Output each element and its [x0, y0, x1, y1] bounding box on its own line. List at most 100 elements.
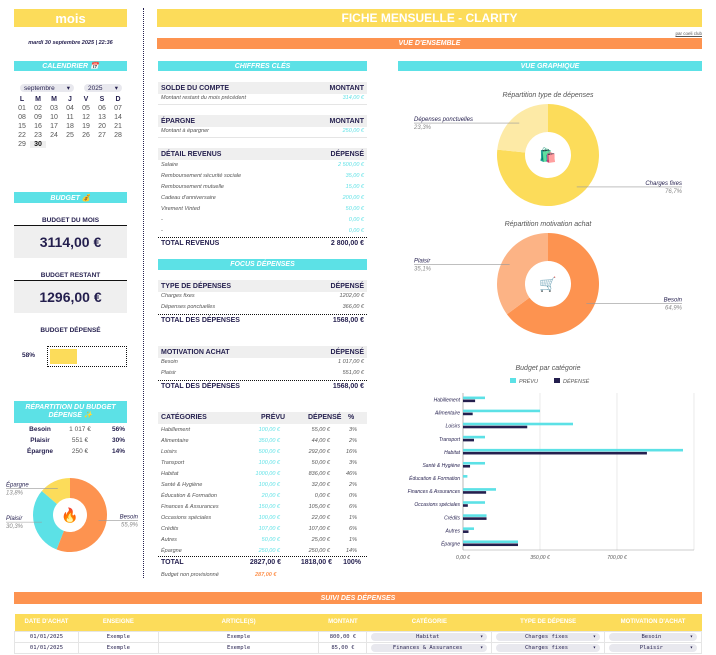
type-dropdown[interactable]: Charges fixes ▾ [496, 643, 601, 652]
calendar-day[interactable]: 29 [18, 141, 26, 148]
calendar-day[interactable]: 10 [50, 114, 58, 121]
donut-slice [497, 104, 599, 206]
category-name: Loisirs [161, 449, 177, 455]
cell-date[interactable]: 01/01/2025 [14, 630, 79, 643]
calendar-day[interactable]: 30 [30, 141, 46, 148]
category-name: Éducation & Formation [161, 493, 217, 499]
cell-article[interactable]: Exemple [157, 641, 320, 654]
calendar-day[interactable]: 13 [98, 114, 106, 121]
calendar-day[interactable]: 20 [98, 123, 106, 130]
categories-header: CATÉGORIES PRÉVU DÉPENSÉ % [158, 412, 367, 424]
calendar-day[interactable]: 05 [82, 105, 90, 112]
table-row: Cadeau d'anniversaire 200,00 € [158, 195, 367, 206]
total-pct: 100% [343, 559, 361, 566]
bar-prévu [463, 501, 485, 504]
bar-prévu [463, 396, 485, 400]
split-label: Besoin [29, 426, 51, 433]
calendar-day[interactable]: 24 [50, 132, 58, 139]
calendar-day[interactable]: 28 [114, 132, 122, 139]
table-row: Plaisir 551,00 € [158, 370, 367, 381]
calendar-day[interactable]: 26 [82, 132, 90, 139]
credit-link[interactable]: par coeli club [675, 31, 702, 36]
cell-motivation: Besoin ▾ [604, 630, 702, 643]
table-row: 01/01/2025 Exemple Exemple 85,00 € Finances … [14, 641, 702, 654]
calendar-day[interactable]: 03 [50, 105, 58, 112]
cell-amount[interactable]: 800,00 € [318, 630, 368, 643]
revenus-total-value: 2 800,00 € [330, 240, 364, 247]
calendar-day[interactable]: 12 [82, 114, 90, 121]
year-select[interactable]: 2025 ▾ [84, 84, 122, 92]
type-title: TYPE DE DÉPENSES [161, 282, 232, 290]
epargne-col: MONTANT [329, 117, 364, 125]
category-pct: 3% [349, 460, 357, 466]
split-pct: 56% [111, 426, 125, 433]
col-categories: CATÉGORIES [161, 414, 207, 421]
category-name: Occasions spéciales [161, 515, 212, 521]
row-label: Plaisir [161, 370, 176, 376]
category-pct: 14% [345, 548, 357, 554]
calendar-day[interactable]: 19 [82, 123, 90, 130]
category-name: Habillement [161, 427, 191, 433]
bar-prévu [463, 435, 485, 439]
slice-label: Charges fixes [645, 181, 682, 187]
split-label: Épargne [26, 448, 53, 455]
category-spent: 50,00 € [311, 460, 330, 466]
category-dropdown[interactable]: Finances & Assurances ▾ [371, 643, 488, 652]
slice-pct: 76,7% [665, 189, 683, 195]
calendar-day[interactable]: 06 [98, 105, 106, 112]
category-planned: 350,00 € [258, 438, 280, 444]
calendar-day[interactable]: 21 [114, 123, 122, 130]
y-tick-label: Habitat [444, 450, 460, 456]
calendar-day[interactable]: 23 [34, 132, 42, 139]
bar-prévu [463, 514, 487, 517]
calendar-day[interactable]: 07 [114, 105, 122, 112]
cell-amount[interactable]: 85,00 € [318, 641, 368, 654]
calendar-day[interactable]: 11 [66, 114, 74, 121]
calendar-day[interactable]: 08 [18, 114, 26, 121]
calendar-day[interactable]: 02 [34, 105, 42, 112]
cell-date[interactable]: 01/01/2025 [14, 641, 79, 654]
bar-dépensé [463, 543, 518, 547]
calendar-day[interactable]: 22 [18, 132, 26, 139]
weekday-label: J [68, 96, 72, 103]
calendar-day[interactable]: 17 [50, 123, 58, 130]
type-dropdown[interactable]: Charges fixes ▾ [496, 632, 601, 641]
calendar-day[interactable]: 27 [98, 132, 106, 139]
solde-value: 314,00 € [342, 95, 364, 101]
motivation-value: Besoin [641, 633, 662, 640]
calendar-day[interactable]: 14 [114, 114, 122, 121]
calendar-day[interactable]: 04 [66, 105, 74, 112]
chevron-down-icon: ▾ [114, 85, 118, 92]
motivation-title: MOTIVATION ACHAT [161, 348, 230, 356]
category-dropdown[interactable]: Habitat ▾ [371, 632, 488, 641]
slice-label: Besoin [120, 514, 139, 520]
row-value: 1202,00 € [339, 293, 364, 299]
chart-title: Budget par catégorie [516, 365, 581, 372]
legend-swatch [510, 378, 516, 383]
bar-dépensé [463, 530, 469, 533]
month-select[interactable]: septembre ▾ [20, 84, 74, 92]
category-planned: 100,00 € [258, 482, 280, 488]
tracking-header: SUIVI DES DÉPENSES [14, 592, 702, 604]
chart-title: Répartition type de dépenses [502, 92, 594, 99]
cell-shop[interactable]: Exemple [77, 641, 159, 654]
cell-article[interactable]: Exemple [157, 630, 320, 643]
year-value: 2025 [88, 84, 103, 92]
weekday-label: L [19, 96, 25, 103]
budget-progress-bar [47, 346, 127, 367]
calendar-day[interactable]: 18 [66, 123, 74, 130]
table-row: 01/01/2025 Exemple Exemple 800,00 € Habitat ▾… [14, 630, 702, 643]
category-pct: 3% [349, 427, 357, 433]
calendar-day[interactable]: 25 [66, 132, 74, 139]
motivation-dropdown[interactable]: Plaisir ▾ [609, 643, 697, 652]
weekday-label: V [83, 96, 89, 103]
x-tick-label: 350,00 € [530, 555, 550, 561]
motivation-dropdown[interactable]: Besoin ▾ [609, 632, 697, 641]
cell-shop[interactable]: Exemple [77, 630, 159, 643]
calendar-day[interactable]: 09 [34, 114, 42, 121]
calendar-day[interactable]: 16 [34, 123, 42, 130]
calendar-day[interactable]: 01 [18, 105, 26, 112]
y-tick-label: Transport [439, 437, 461, 443]
row-value: 200,00 € [342, 195, 364, 201]
calendar-day[interactable]: 15 [18, 123, 26, 130]
